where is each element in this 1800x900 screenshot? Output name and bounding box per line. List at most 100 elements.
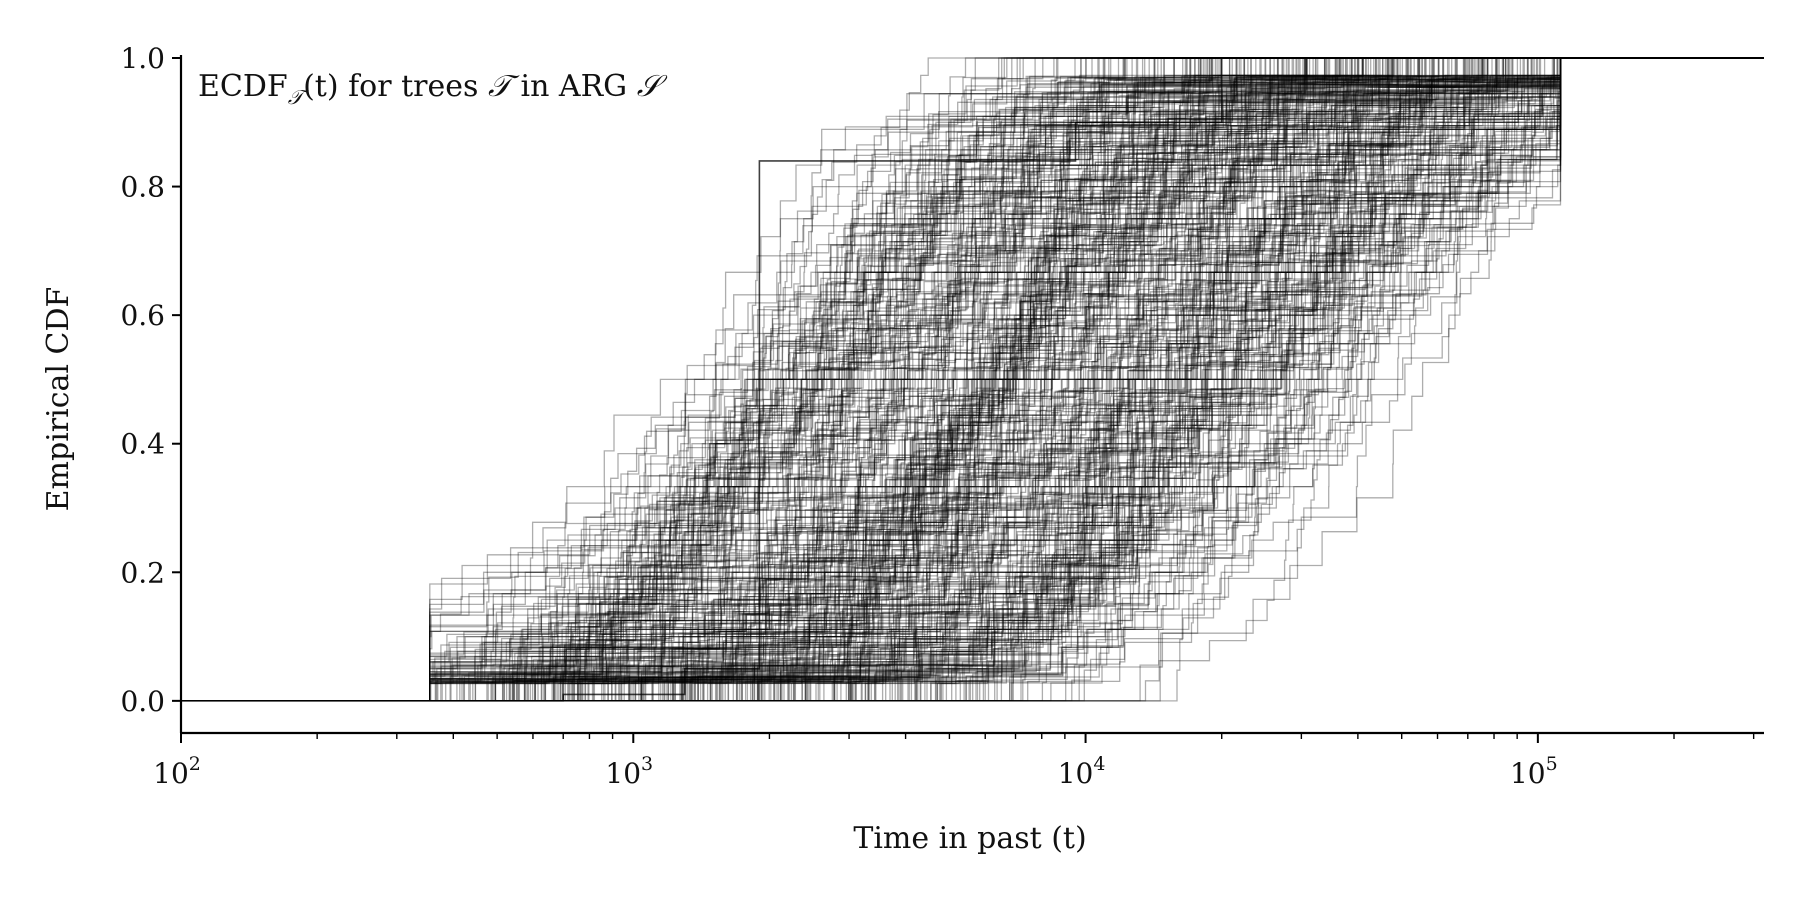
ecdf-tree-line	[181, 57, 1764, 702]
annotation-arg: (t)	[303, 69, 338, 104]
axes	[179, 55, 1764, 735]
ecdf-tree-line	[181, 57, 1764, 702]
ecdf-tree-line	[181, 57, 1764, 702]
ecdf-tree-line	[181, 57, 1764, 702]
ecdf-tree-line	[181, 57, 1764, 702]
ecdf-tree-line	[181, 57, 1764, 702]
ecdf-tree-line	[181, 57, 1764, 702]
ecdf-tree-line	[181, 57, 1764, 702]
ecdf-tree-line	[181, 57, 1764, 702]
x-tick-label: 105	[1510, 753, 1558, 790]
ecdf-tree-line	[181, 57, 1764, 702]
ecdf-tree-line	[181, 57, 1764, 702]
ecdf-tree-line	[181, 57, 1764, 702]
ecdf-tree-line	[181, 57, 1764, 702]
y-tick-label: 0.2	[120, 556, 165, 589]
ecdf-tree-line	[181, 57, 1764, 702]
ecdf-tree-line	[181, 57, 1764, 702]
ecdf-tree-line	[181, 57, 1764, 702]
ecdf-tree-line	[181, 57, 1764, 702]
ecdf-tree-line	[181, 57, 1764, 702]
ecdf-tree-line	[181, 57, 1764, 702]
ecdf-tree-line	[181, 57, 1764, 702]
ecdf-tree-line	[181, 57, 1764, 702]
annotation-prefix: ECDF	[198, 69, 288, 104]
ecdf-tree-line	[181, 57, 1764, 702]
ecdf-tree-line	[181, 57, 1764, 702]
ecdf-tree-line	[181, 57, 1764, 702]
ecdf-tree-line	[181, 57, 1764, 702]
ecdf-tree-line	[181, 57, 1764, 702]
annotation-middle: for trees	[339, 69, 488, 104]
ecdf-tree-line	[181, 57, 1764, 702]
ecdf-tree-line	[181, 57, 1764, 702]
ecdf-tree-line	[181, 57, 1764, 702]
ecdf-tree-line	[181, 57, 1764, 702]
ecdf-tree-line	[181, 57, 1764, 702]
ecdf-tree-line	[181, 57, 1764, 702]
ecdf-tree-line	[181, 57, 1764, 702]
ecdf-tree-line	[181, 57, 1764, 702]
ecdf-tree-line	[181, 57, 1764, 702]
ecdf-tree-line	[181, 57, 1764, 702]
ecdf-tree-line	[181, 57, 1764, 702]
ecdf-tree-line	[181, 57, 1764, 702]
ecdf-tree-line	[181, 57, 1764, 702]
ecdf-tree-line	[181, 57, 1764, 702]
ecdf-tree-line	[181, 57, 1764, 702]
ecdf-tree-line	[181, 57, 1764, 702]
ecdf-tree-line	[181, 57, 1764, 702]
ecdf-tree-line	[181, 57, 1764, 702]
ecdf-tree-line	[181, 57, 1764, 702]
ecdf-tree-line	[181, 57, 1764, 702]
ecdf-tree-line	[181, 57, 1764, 702]
ecdf-tree-line	[181, 57, 1764, 702]
ecdf-tree-line	[181, 57, 1764, 702]
ecdf-tree-line	[181, 57, 1764, 702]
ecdf-tree-line	[181, 57, 1764, 702]
ecdf-tree-line	[181, 57, 1764, 702]
ecdf-tree-line	[181, 57, 1764, 702]
ecdf-tree-line	[181, 57, 1764, 702]
ecdf-tree-line	[181, 57, 1764, 702]
ecdf-tree-line	[181, 57, 1764, 702]
y-tick-label: 0.4	[120, 428, 165, 461]
ecdf-tree-line	[181, 57, 1764, 702]
ecdf-tree-line	[181, 57, 1764, 702]
ecdf-tree-line	[181, 57, 1764, 702]
ecdf-tree-line	[181, 57, 1764, 702]
ecdf-tree-line	[181, 57, 1764, 702]
ecdf-tree-line	[181, 57, 1764, 702]
ecdf-tree-line	[181, 57, 1764, 702]
ecdf-tree-line	[181, 57, 1764, 702]
ecdf-tree-line	[181, 57, 1764, 702]
ecdf-tree-line	[181, 57, 1764, 702]
ecdf-tree-line	[181, 57, 1764, 702]
ecdf-tree-line	[181, 57, 1764, 702]
ecdf-tree-line	[181, 57, 1764, 702]
ecdf-tree-line	[181, 57, 1764, 702]
ecdf-tree-line	[181, 57, 1764, 702]
ecdf-tree-line	[181, 57, 1764, 702]
ecdf-tree-line	[181, 57, 1764, 702]
ecdf-tree-line	[181, 57, 1764, 702]
ecdf-tree-line	[181, 57, 1764, 702]
ecdf-tree-line	[181, 57, 1764, 702]
ecdf-tree-line	[181, 57, 1764, 702]
ecdf-tree-line	[181, 57, 1764, 702]
ecdf-tree-line	[181, 57, 1764, 702]
ecdf-tree-line	[181, 57, 1764, 702]
ecdf-tree-line	[181, 57, 1764, 702]
ecdf-tree-line	[181, 57, 1764, 702]
ecdf-tree-line	[181, 57, 1764, 702]
ecdf-tree-line	[181, 57, 1764, 702]
y-tick-label: 0.6	[120, 299, 165, 332]
ecdf-tree-line	[181, 57, 1764, 702]
ecdf-tree-line	[181, 57, 1764, 702]
ecdf-tree-line	[181, 57, 1764, 702]
ecdf-tree-line	[181, 57, 1764, 702]
ecdf-tree-line	[181, 57, 1764, 702]
ecdf-tree-line	[181, 57, 1764, 702]
ecdf-tree-line	[181, 57, 1764, 702]
ecdf-tree-line	[181, 57, 1764, 702]
